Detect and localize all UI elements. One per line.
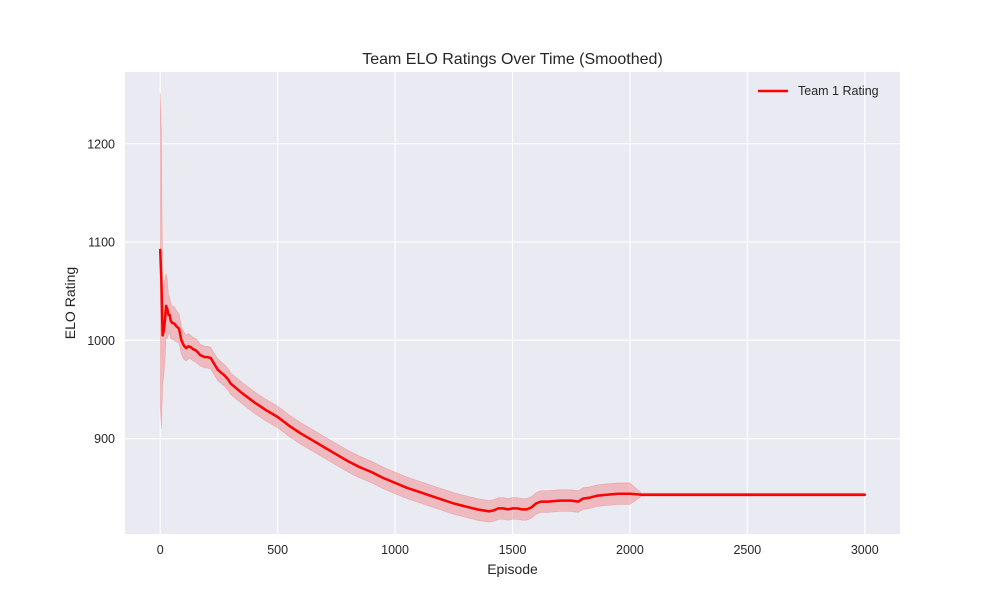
y-tick-label: 1100 (88, 236, 115, 250)
x-tick-label: 2500 (733, 543, 761, 557)
x-tick-label: 3000 (851, 543, 879, 557)
confidence-band-1 (159, 92, 866, 523)
y-tick-labels: 900 1000 1100 1200 (87, 137, 115, 446)
x-tick-labels: 0 500 1000 1500 2000 2500 3000 (157, 543, 879, 557)
y-tick-label: 1000 (87, 334, 115, 348)
series-line-layer (158, 248, 867, 513)
chart-title: Team ELO Ratings Over Time (Smoothed) (362, 51, 663, 68)
x-tick-label: 1000 (381, 543, 409, 557)
series-line-1 (158, 248, 867, 513)
y-tick-label: 900 (94, 432, 115, 446)
x-tick-label: 2000 (616, 543, 644, 557)
x-tick-label: 0 (157, 543, 164, 557)
legend: Team 1 Rating (758, 84, 879, 98)
grid-lines (125, 72, 900, 534)
x-tick-label: 500 (267, 543, 288, 557)
confidence-band-layer (159, 92, 866, 523)
y-axis-label: ELO Rating (62, 267, 78, 339)
y-tick-label: 1200 (87, 137, 115, 151)
x-tick-label: 1500 (499, 543, 527, 557)
x-axis-label: Episode (487, 561, 538, 577)
legend-label-team-1: Team 1 Rating (798, 84, 879, 98)
